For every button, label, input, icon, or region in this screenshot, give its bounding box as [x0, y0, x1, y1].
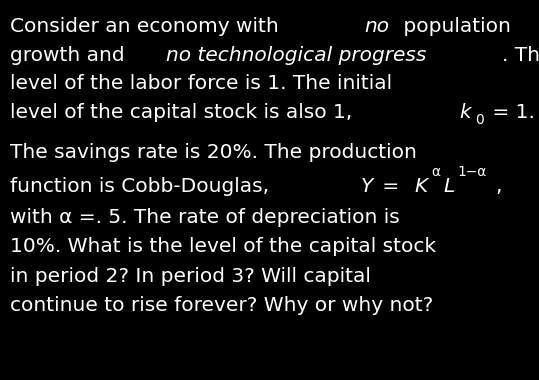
- Text: 0: 0: [475, 113, 483, 127]
- Text: k: k: [460, 103, 471, 122]
- Text: 1−α: 1−α: [458, 165, 487, 179]
- Text: growth and: growth and: [10, 46, 130, 65]
- Text: = 1.: = 1.: [486, 103, 535, 122]
- Text: no technological progress: no technological progress: [166, 46, 426, 65]
- Text: function is Cobb-Douglas,: function is Cobb-Douglas,: [10, 177, 281, 196]
- Text: 10%. What is the level of the capital stock: 10%. What is the level of the capital st…: [10, 238, 436, 256]
- Text: Y: Y: [361, 177, 373, 196]
- Text: The savings rate is 20%. The production: The savings rate is 20%. The production: [10, 142, 417, 162]
- Text: population: population: [397, 17, 511, 36]
- Text: continue to rise forever? Why or why not?: continue to rise forever? Why or why not…: [10, 296, 433, 315]
- Text: K: K: [414, 177, 428, 196]
- Text: =: =: [376, 177, 406, 196]
- Text: ,: ,: [495, 177, 502, 196]
- Text: level of the capital stock is also 1,: level of the capital stock is also 1,: [10, 103, 358, 122]
- Text: L: L: [443, 177, 454, 196]
- Text: no: no: [365, 17, 390, 36]
- Text: level of the labor force is 1. The initial: level of the labor force is 1. The initi…: [10, 74, 392, 93]
- Text: in period 2? In period 3? Will capital: in period 2? In period 3? Will capital: [10, 267, 371, 286]
- Text: α: α: [432, 165, 441, 179]
- Text: with α =. 5. The rate of depreciation is: with α =. 5. The rate of depreciation is: [10, 208, 399, 227]
- Text: Consider an economy with: Consider an economy with: [10, 17, 285, 36]
- Text: . The: . The: [502, 46, 539, 65]
